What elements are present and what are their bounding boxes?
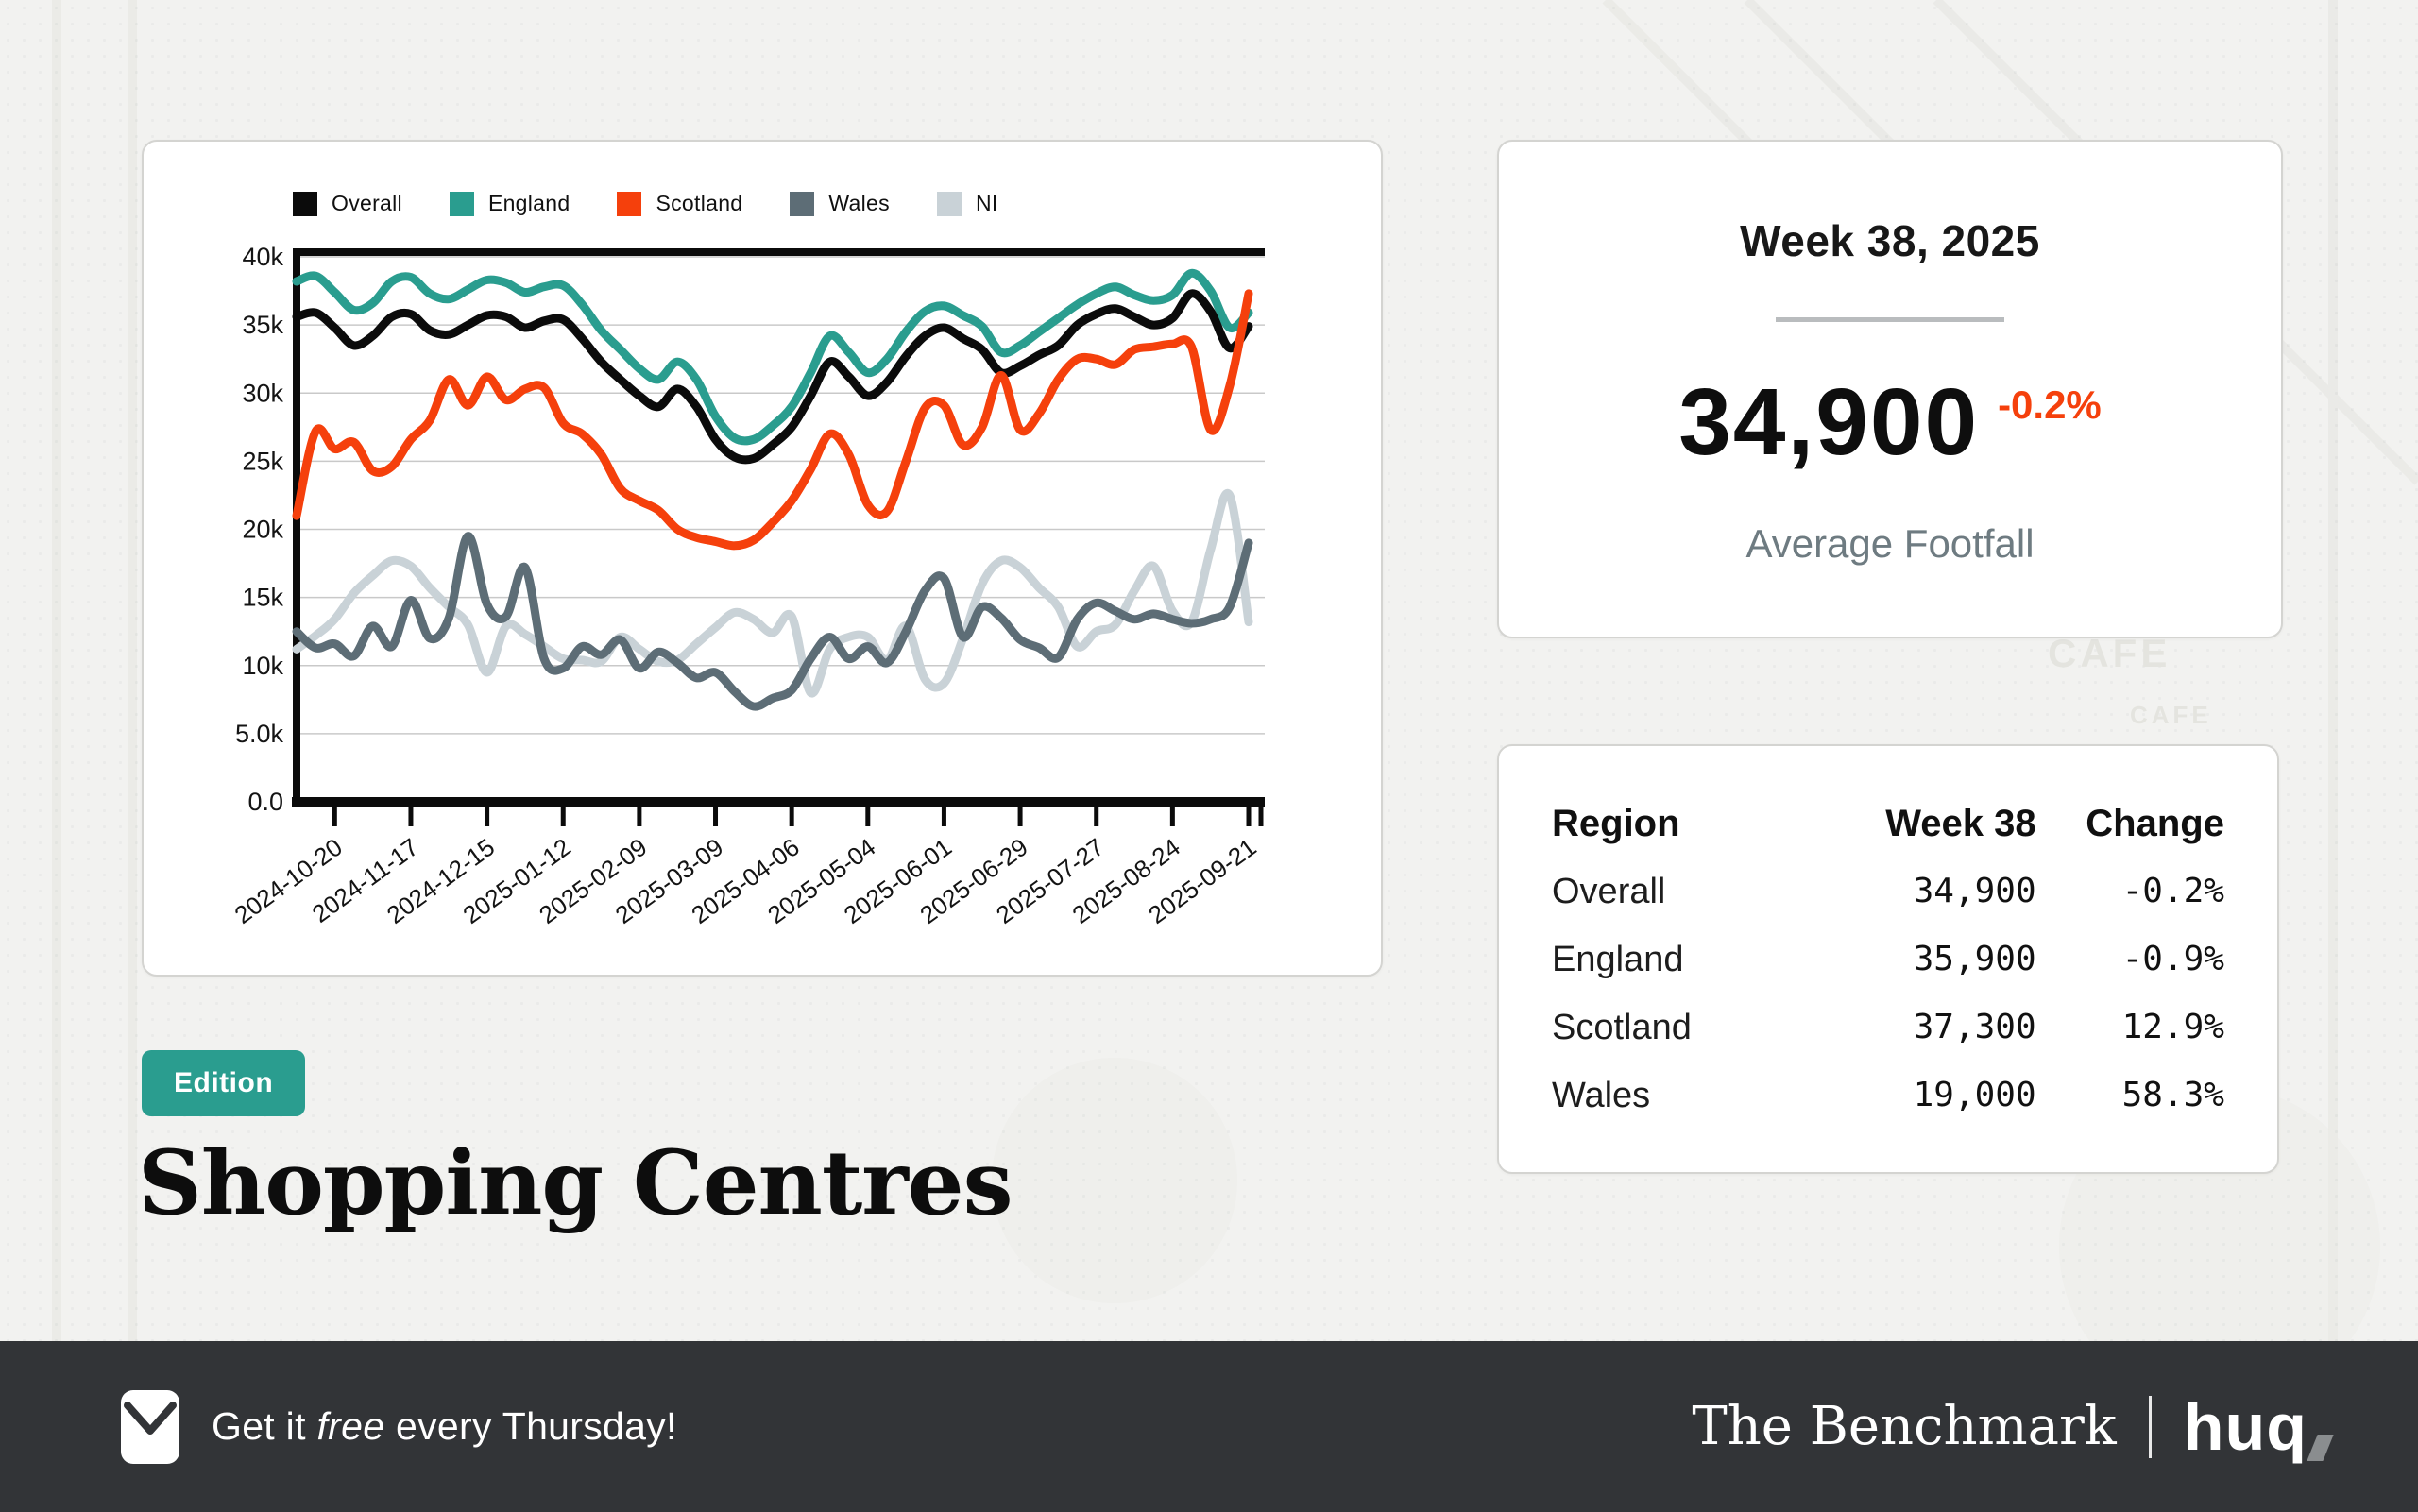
legend-item-overall: Overall — [293, 191, 402, 216]
legend-label: NI — [975, 191, 998, 215]
divider — [1776, 317, 2004, 322]
legend-label: Wales — [828, 191, 890, 215]
cafe-sign-watermark-small: CAFE — [2130, 701, 2212, 729]
table-cell-week38: 19,000 — [1913, 1076, 2036, 1114]
divider-bar — [2148, 1395, 2152, 1458]
legend-item-wales: Wales — [790, 191, 890, 216]
legend-item-england: England — [449, 191, 570, 216]
summary-card: Week 38, 2025 34,900 -0.2% Average Footfa… — [1497, 140, 2283, 638]
region-table-card: Region Week 38 Change Overall 34,900 -0.2%… — [1497, 744, 2279, 1174]
chart-card: Overall England Scotland Wales NI 0.0 5.0k 10k… — [142, 140, 1383, 977]
legend-item-scotland: Scotland — [617, 191, 742, 216]
legend-label: England — [487, 191, 570, 215]
series-scotland-line — [292, 289, 1253, 551]
series-wales-line — [292, 532, 1253, 711]
subscribe-cta: Get it free every Thursday! — [121, 1389, 677, 1464]
table-cell-week38: 37,300 — [1913, 1008, 2036, 1046]
y-tick-label: 0.0 — [247, 788, 283, 816]
legend-item-ni: NI — [936, 191, 998, 216]
y-tick-label: 30k — [242, 379, 283, 407]
y-tick-label: 35k — [242, 311, 283, 339]
table-header-change: Change — [2086, 803, 2224, 844]
table-cell-change: 12.9% — [2121, 1008, 2224, 1046]
brand-lockup: The Benchmark huq — [1692, 1389, 2334, 1465]
legend-swatch-scotland — [617, 191, 642, 216]
legend-swatch-wales — [790, 191, 815, 216]
table-header-region: Region — [1552, 803, 1680, 844]
legend-swatch-overall — [293, 191, 317, 216]
table-cell-week38: 35,900 — [1913, 940, 2036, 978]
page-title: Shopping Centres — [138, 1131, 1013, 1235]
average-footfall-value: 34,900 — [1678, 369, 1980, 475]
y-tick-label: 20k — [242, 516, 283, 544]
region-table: Region Week 38 Change Overall 34,900 -0.2%… — [1552, 790, 2224, 1130]
week-label: Week 38, 2025 — [1740, 216, 2040, 265]
footfall-line-chart: 0.05.0k10k15k20k25k30k35k40k2024-10-2020… — [230, 243, 1265, 929]
subscribe-cta-text: Get it free every Thursday! — [212, 1404, 677, 1448]
legend-label: Scotland — [656, 191, 743, 215]
table-cell-change: 58.3% — [2121, 1076, 2224, 1114]
y-tick-label: 40k — [242, 243, 283, 271]
legend-label: Overall — [332, 191, 402, 215]
y-tick-label: 10k — [242, 652, 283, 680]
envelope-icon — [121, 1389, 179, 1464]
legend-swatch-england — [449, 191, 474, 216]
change-badge: -0.2% — [1998, 382, 2102, 427]
huq-logo-tail — [2307, 1434, 2334, 1461]
y-tick-label: 15k — [242, 584, 283, 612]
footer-bar: Get it free every Thursday! The Benchmar… — [0, 1341, 2418, 1512]
table-cell-region: Wales — [1552, 1076, 1651, 1115]
series-england-line — [292, 268, 1253, 446]
legend-swatch-ni — [936, 191, 962, 216]
series-overall-line — [292, 289, 1253, 465]
chart-legend: Overall England Scotland Wales NI — [293, 191, 998, 216]
edition-badge: Edition — [142, 1050, 306, 1116]
average-footfall-row: 34,900 -0.2% — [1499, 368, 2281, 477]
table-cell-region: Overall — [1552, 872, 1666, 911]
brand-name: The Benchmark — [1692, 1396, 2117, 1457]
table-cell-week38: 34,900 — [1913, 872, 2036, 910]
y-tick-label: 25k — [242, 447, 283, 475]
series-ni-line — [292, 488, 1253, 698]
table-header-week38: Week 38 — [1885, 803, 2036, 844]
huq-logo: huq — [2183, 1389, 2307, 1464]
average-footfall-caption: Average Footfall — [1745, 521, 2035, 566]
y-tick-label: 5.0k — [235, 720, 284, 748]
table-cell-change: -0.9% — [2121, 940, 2224, 978]
table-cell-change: -0.2% — [2121, 872, 2224, 910]
table-cell-region: England — [1552, 940, 1684, 979]
table-cell-region: Scotland — [1552, 1008, 1692, 1047]
